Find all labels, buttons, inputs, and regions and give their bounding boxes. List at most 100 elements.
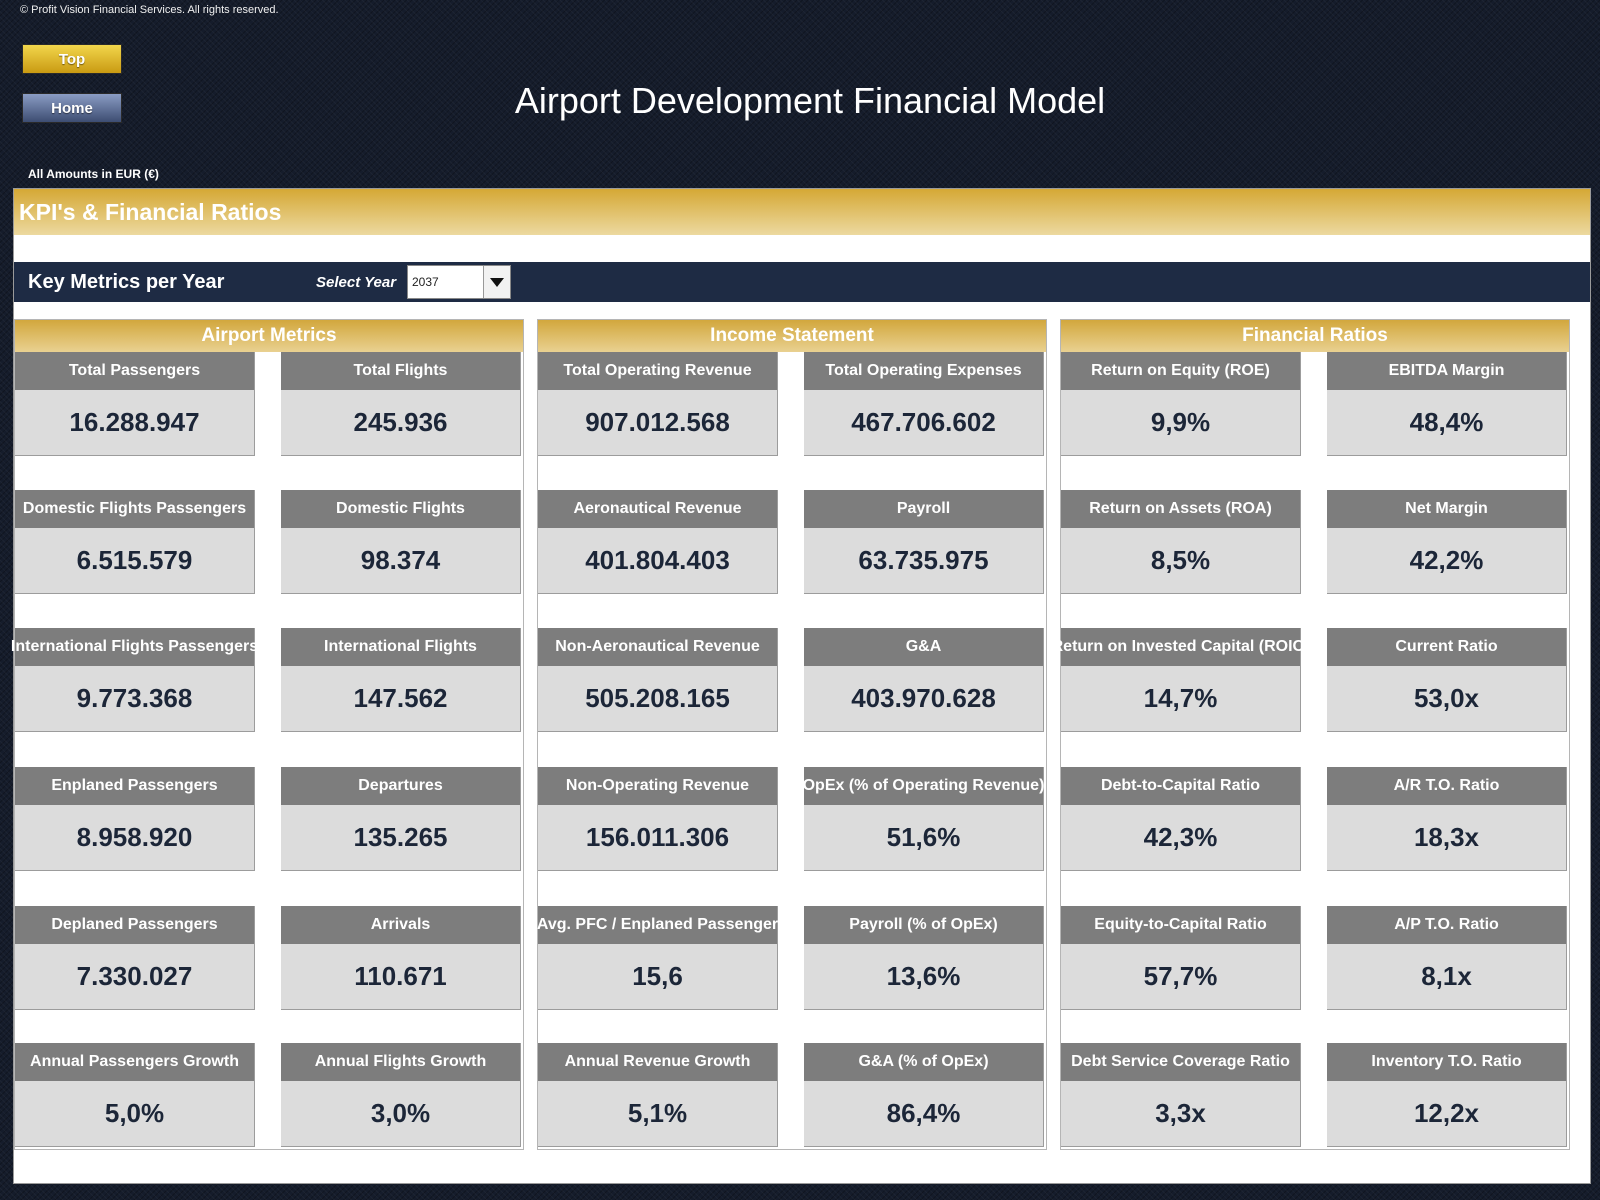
kpi-card: Departures 135.265 xyxy=(281,767,521,871)
kpi-label: Non-Aeronautical Revenue xyxy=(538,628,777,666)
kpi-label: Enplaned Passengers xyxy=(15,767,254,805)
kpi-label: Net Margin xyxy=(1327,490,1566,528)
kpi-value: 42,3% xyxy=(1061,805,1300,870)
kpi-value: 6.515.579 xyxy=(15,528,254,593)
kpi-value: 8,1x xyxy=(1327,944,1566,1009)
key-metrics-title: Key Metrics per Year xyxy=(28,270,225,293)
kpi-value: 907.012.568 xyxy=(538,390,777,455)
kpi-card: Total Passengers 16.288.947 xyxy=(15,352,255,456)
section-financial-ratios: Financial Ratios Return on Equity (ROE) 9… xyxy=(1052,319,1570,1150)
kpi-card: Non-Aeronautical Revenue 505.208.165 xyxy=(538,628,778,732)
kpi-value: 5,1% xyxy=(538,1081,777,1146)
kpi-card: EBITDA Margin 48,4% xyxy=(1327,352,1567,456)
kpi-label: Non-Operating Revenue xyxy=(538,767,777,805)
kpi-card: Enplaned Passengers 8.958.920 xyxy=(15,767,255,871)
kpi-label: Total Flights xyxy=(281,352,520,390)
kpi-label: Return on Equity (ROE) xyxy=(1061,352,1300,390)
kpi-value: 135.265 xyxy=(281,805,520,870)
kpi-value: 467.706.602 xyxy=(804,390,1043,455)
kpi-card: Return on Equity (ROE) 9,9% xyxy=(1061,352,1301,456)
kpi-value: 48,4% xyxy=(1327,390,1566,455)
kpi-value: 98.374 xyxy=(281,528,520,593)
kpi-value: 403.970.628 xyxy=(804,666,1043,731)
kpi-label: International Flights xyxy=(281,628,520,666)
kpi-label: Domestic Flights xyxy=(281,490,520,528)
kpi-card: G&A 403.970.628 xyxy=(804,628,1044,732)
kpi-label: A/R T.O. Ratio xyxy=(1327,767,1566,805)
kpi-label: G&A xyxy=(804,628,1043,666)
kpi-value: 245.936 xyxy=(281,390,520,455)
kpi-label: OpEx (% of Operating Revenue) xyxy=(803,767,1044,805)
kpi-value: 8.958.920 xyxy=(15,805,254,870)
year-select[interactable]: 2037 xyxy=(407,265,511,299)
kpi-label: Total Passengers xyxy=(15,352,254,390)
kpi-card: OpEx (% of Operating Revenue) 51,6% xyxy=(803,767,1044,871)
kpi-card: Total Operating Revenue 907.012.568 xyxy=(538,352,778,456)
kpi-value: 156.011.306 xyxy=(538,805,777,870)
kpi-card: A/P T.O. Ratio 8,1x xyxy=(1327,906,1567,1010)
page-title: Airport Development Financial Model xyxy=(514,80,1106,121)
section-title: Airport Metrics xyxy=(15,320,523,352)
kpi-value: 51,6% xyxy=(804,805,1043,870)
kpi-value: 8,5% xyxy=(1061,528,1300,593)
kpi-card: Arrivals 110.671 xyxy=(281,906,521,1010)
kpi-label: Annual Revenue Growth xyxy=(538,1043,777,1081)
kpi-label: Return on Invested Capital (ROIC) xyxy=(1052,628,1309,666)
kpi-card: G&A (% of OpEx) 86,4% xyxy=(804,1043,1044,1147)
top-button[interactable]: Top xyxy=(22,44,122,74)
kpi-value: 110.671 xyxy=(281,944,520,1009)
kpi-card: Annual Flights Growth 3,0% xyxy=(281,1043,521,1147)
kpi-card: Deplaned Passengers 7.330.027 xyxy=(15,906,255,1010)
kpi-card: Return on Invested Capital (ROIC) 14,7% xyxy=(1052,628,1309,732)
kpi-label: Departures xyxy=(281,767,520,805)
kpi-value: 86,4% xyxy=(804,1081,1043,1146)
kpi-label: Avg. PFC / Enplaned Passenger xyxy=(537,906,778,944)
kpi-value: 9.773.368 xyxy=(15,666,254,731)
section-title: Income Statement xyxy=(538,320,1046,352)
kpi-label: Arrivals xyxy=(281,906,520,944)
kpi-label: Return on Assets (ROA) xyxy=(1061,490,1300,528)
kpi-label: Current Ratio xyxy=(1327,628,1566,666)
kpi-label: Deplaned Passengers xyxy=(15,906,254,944)
kpi-value: 63.735.975 xyxy=(804,528,1043,593)
kpi-card: Inventory T.O. Ratio 12,2x xyxy=(1327,1043,1567,1147)
kpi-card: Annual Passengers Growth 5,0% xyxy=(15,1043,255,1147)
year-selector-bar: Key Metrics per Year Select Year 2037 xyxy=(14,262,1590,302)
section-airport-metrics: Airport Metrics Total Passengers 16.288.9… xyxy=(11,319,524,1150)
kpi-card: Debt Service Coverage Ratio 3,3x xyxy=(1061,1043,1301,1147)
copyright-notice: © Profit Vision Financial Services. All … xyxy=(20,4,279,16)
kpi-label: Annual Passengers Growth xyxy=(15,1043,254,1081)
section-title: Financial Ratios xyxy=(1061,320,1569,352)
kpi-value: 18,3x xyxy=(1327,805,1566,870)
kpi-value: 16.288.947 xyxy=(15,390,254,455)
dropdown-arrow-button[interactable] xyxy=(483,266,510,298)
currency-note: All Amounts in EUR (€) xyxy=(28,167,159,181)
home-button[interactable]: Home xyxy=(22,93,122,123)
kpi-card: International Flights Passengers 9.773.36… xyxy=(11,628,258,732)
kpi-card: International Flights 147.562 xyxy=(281,628,521,732)
kpi-value: 57,7% xyxy=(1061,944,1300,1009)
kpi-card: Non-Operating Revenue 156.011.306 xyxy=(538,767,778,871)
kpi-value: 3,0% xyxy=(281,1081,520,1146)
kpi-label: Annual Flights Growth xyxy=(281,1043,520,1081)
kpi-label: Total Operating Expenses xyxy=(804,352,1043,390)
kpi-value: 53,0x xyxy=(1327,666,1566,731)
kpi-label: Inventory T.O. Ratio xyxy=(1327,1043,1566,1081)
kpi-value: 12,2x xyxy=(1327,1081,1566,1146)
kpi-label: Total Operating Revenue xyxy=(538,352,777,390)
kpi-card: Equity-to-Capital Ratio 57,7% xyxy=(1061,906,1301,1010)
kpi-value: 3,3x xyxy=(1061,1081,1300,1146)
kpi-value: 14,7% xyxy=(1061,666,1300,731)
kpi-label: EBITDA Margin xyxy=(1327,352,1566,390)
kpi-value: 9,9% xyxy=(1061,390,1300,455)
kpi-card: A/R T.O. Ratio 18,3x xyxy=(1327,767,1567,871)
kpi-label: Equity-to-Capital Ratio xyxy=(1061,906,1300,944)
kpi-header: KPI's & Financial Ratios xyxy=(14,189,1590,235)
kpi-card: Payroll (% of OpEx) 13,6% xyxy=(804,906,1044,1010)
kpi-value: 505.208.165 xyxy=(538,666,777,731)
kpi-label: Debt Service Coverage Ratio xyxy=(1061,1043,1300,1081)
kpi-label: International Flights Passengers xyxy=(11,628,258,666)
kpi-value: 147.562 xyxy=(281,666,520,731)
kpi-card: Avg. PFC / Enplaned Passenger 15,6 xyxy=(537,906,778,1010)
kpi-card: Annual Revenue Growth 5,1% xyxy=(538,1043,778,1147)
